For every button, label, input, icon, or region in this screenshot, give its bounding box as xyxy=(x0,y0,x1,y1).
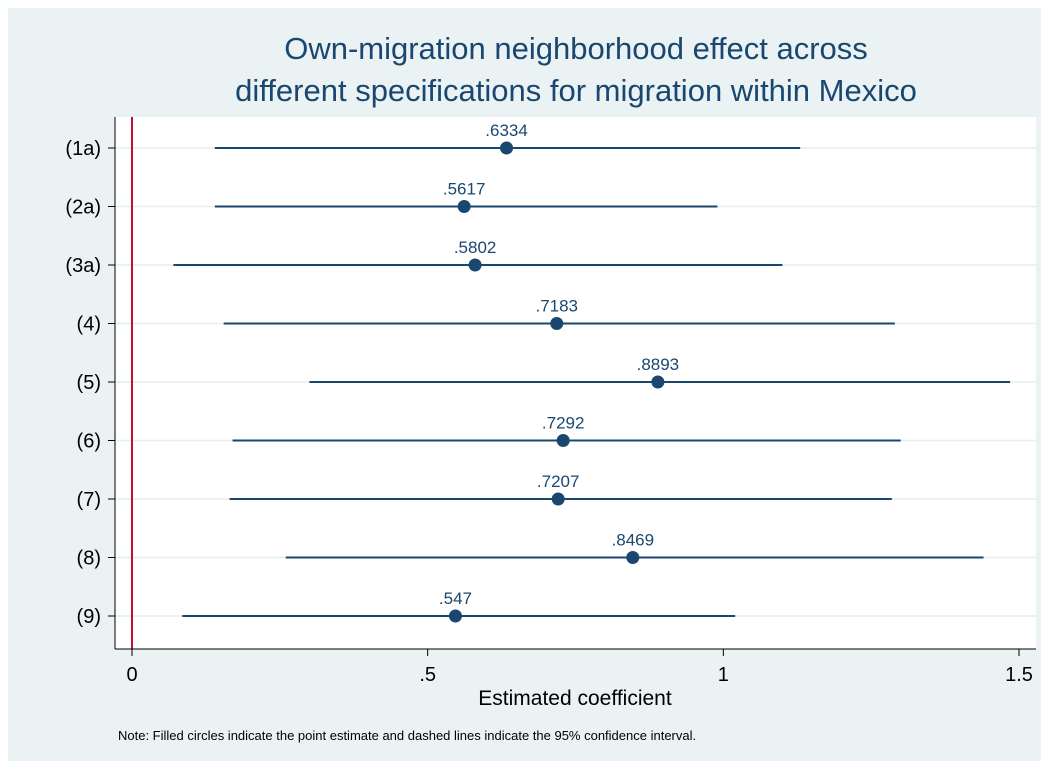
estimate-label: .5617 xyxy=(443,180,486,199)
estimate-point xyxy=(500,141,514,155)
estimate-label: .547 xyxy=(439,589,472,608)
y-tick-label: (2a) xyxy=(65,197,101,219)
estimate-point xyxy=(551,492,565,506)
y-tick-label: (5) xyxy=(77,372,101,394)
estimate-label: .8469 xyxy=(612,531,655,550)
y-tick-label: (3a) xyxy=(65,255,101,277)
estimate-label: .7207 xyxy=(537,472,580,491)
estimate-point xyxy=(448,609,462,623)
y-tick-label: (9) xyxy=(77,606,101,628)
estimate-point xyxy=(550,317,564,330)
estimate-label: .5802 xyxy=(454,238,497,257)
x-axis-ticks: 0 .5 1 1.5 xyxy=(126,649,1033,686)
chart-note: Note: Filled circles indicate the point … xyxy=(118,728,696,743)
estimate-label: .7183 xyxy=(535,297,578,316)
y-tick-label: (7) xyxy=(77,489,101,511)
estimate-point xyxy=(457,200,471,213)
estimate-point xyxy=(468,258,482,272)
estimate-label: .7292 xyxy=(542,414,585,433)
chart-title-line-2: different specifications for migration w… xyxy=(235,73,917,108)
estimate-point xyxy=(556,434,570,447)
chart-marks: .6334 .5617 .5802 .7183 .8893 .7292 .7207 .8469… xyxy=(173,121,1011,623)
x-tick-label: 1.5 xyxy=(1005,664,1033,686)
y-axis-ticks: (1a) (2a) (3a) (4) (5) (6) (7) (8) (9) xyxy=(65,138,115,628)
estimate-label: .8893 xyxy=(637,355,680,374)
chart-title-line-1: Own-migration neighborhood effect across xyxy=(284,31,868,66)
y-tick-label: (1a) xyxy=(65,138,101,160)
x-axis-title: Estimated coefficient xyxy=(478,687,672,710)
estimate-label: .6334 xyxy=(485,121,528,140)
estimate-point xyxy=(651,375,665,389)
y-tick-label: (6) xyxy=(77,431,101,453)
x-tick-label: 0 xyxy=(126,664,137,686)
y-tick-label: (4) xyxy=(77,314,101,336)
chart-svg: Own-migration neighborhood effect across… xyxy=(65,31,1036,743)
y-tick-label: (8) xyxy=(77,548,101,570)
x-tick-label: 1 xyxy=(718,664,729,686)
x-tick-label: .5 xyxy=(419,664,436,686)
chart-figure: Own-migration neighborhood effect across… xyxy=(8,8,1041,761)
estimate-point xyxy=(626,551,640,564)
